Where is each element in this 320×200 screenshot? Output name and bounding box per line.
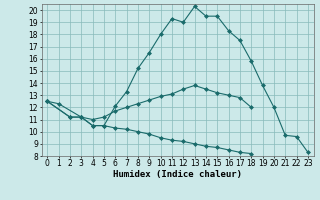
X-axis label: Humidex (Indice chaleur): Humidex (Indice chaleur) xyxy=(113,170,242,179)
